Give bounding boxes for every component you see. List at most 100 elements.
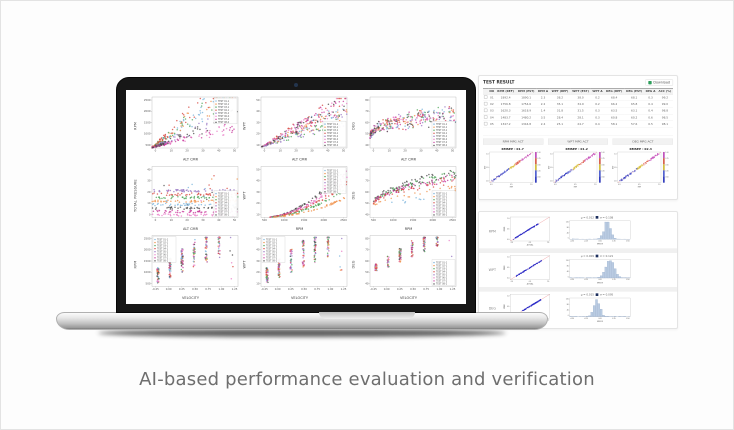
- svg-text:0.5: 0.5: [638, 184, 640, 186]
- svg-text:TEST 05-2: TEST 05-2: [218, 112, 230, 115]
- svg-text:0.5: 0.5: [507, 306, 509, 308]
- mini-plots-row: RMSEP : 01.7 0.0 0.5 1.0 0.0 0.5 1.0 EST REF 1.00…: [483, 147, 673, 188]
- download-button[interactable]: Download: [645, 79, 673, 86]
- scatter-plot: -0.25 0.00 0.25 0.50 0.75 1.00 1.25 10 20 30 40 50 T…: [256, 235, 348, 291]
- svg-text:0.0: 0.0: [490, 184, 492, 186]
- table-cell: 2.4: [536, 120, 550, 128]
- table-cell: 01: [488, 94, 496, 101]
- svg-text:1.0: 1.0: [507, 218, 509, 220]
- svg-text:0.75: 0.75: [314, 287, 320, 291]
- svg-text:0.25: 0.25: [665, 170, 668, 172]
- svg-text:0.0: 0.0: [511, 242, 513, 244]
- svg-text:0.5: 0.5: [529, 242, 531, 244]
- svg-text:TEST 03-1: TEST 03-1: [157, 245, 169, 248]
- svg-text:1.0: 1.0: [614, 153, 616, 155]
- svg-text:40: 40: [256, 179, 260, 183]
- table-cell: 24.7: [570, 120, 591, 128]
- table-header-cell: ACC (%): [656, 88, 673, 95]
- svg-text:0.25: 0.25: [612, 318, 615, 320]
- svg-text:TEST 01-1: TEST 01-1: [266, 238, 278, 241]
- svg-text:TEST 05-2: TEST 05-2: [436, 204, 448, 207]
- svg-text:RMSEP : 01.7: RMSEP : 01.7: [502, 147, 524, 151]
- svg-text:1.0: 1.0: [550, 153, 552, 155]
- svg-text:2500: 2500: [144, 237, 151, 241]
- histogram-mean-label: μ = 0.012: [580, 215, 594, 219]
- svg-text:60: 60: [365, 190, 369, 194]
- svg-text:0.0: 0.0: [507, 239, 509, 241]
- table-cell: 0.3: [644, 94, 657, 101]
- svg-text:0.5: 0.5: [507, 229, 509, 231]
- checkbox-icon[interactable]: [483, 115, 488, 119]
- x-axis-label: ALT CMR: [400, 157, 417, 162]
- laptop-base: [56, 312, 548, 330]
- scatter-plot: -0.25 0.00 0.25 0.50 0.75 1.00 1.25 500 1000 1500…: [144, 235, 239, 291]
- table-cell: 0.2: [590, 94, 605, 101]
- svg-text:ERROR: ERROR: [597, 244, 604, 246]
- svg-text:0: 0: [155, 149, 157, 153]
- error-histogram-block: μ = 0.012 σ = 0.108 -0.50 -0.25 0.00 0.25 0.50…: [562, 215, 633, 247]
- svg-text:1.00: 1.00: [601, 152, 604, 154]
- table-cell: 1756.8: [495, 100, 516, 108]
- svg-text:1.00: 1.00: [436, 287, 442, 291]
- svg-text:0: 0: [155, 218, 157, 222]
- svg-text:50: 50: [342, 149, 346, 153]
- svg-text:50: 50: [365, 201, 369, 205]
- metric-strip-label: RPM MPG ACT: [482, 138, 544, 145]
- svg-text:0: 0: [568, 276, 569, 278]
- table-row[interactable]: 01 1892.4 1890.1 2.3 38.2 38.0 0.2 68.4 68.1 0.3 9…: [482, 94, 673, 101]
- svg-text:20: 20: [185, 218, 189, 222]
- svg-text:30: 30: [147, 179, 151, 183]
- svg-text:2000: 2000: [320, 218, 327, 222]
- table-header-cell: [482, 88, 489, 95]
- svg-text:500: 500: [371, 218, 376, 222]
- svg-text:40: 40: [567, 310, 569, 312]
- table-row[interactable]: 03 1620.3 1618.9 1.4 31.8 31.5 0.3 63.5 63.1 0.4 9…: [482, 107, 673, 115]
- svg-text:1.0: 1.0: [547, 242, 549, 244]
- row-separator: [479, 248, 677, 253]
- svg-text:1.25: 1.25: [232, 287, 238, 291]
- svg-text:TEST 05-2: TEST 05-2: [266, 251, 278, 254]
- scatter-plot-cell: WPT 500 1000 1500 2000 2500 10 20 30 40 50 TEST 01-…: [242, 163, 351, 232]
- table-cell: 60.8: [604, 114, 625, 121]
- svg-text:50: 50: [365, 270, 369, 274]
- error-histogram-block: μ = 0.015 σ = 0.095 -0.50 -0.25 0.00 0.25 0.50…: [562, 293, 633, 325]
- checkbox-icon[interactable]: [483, 95, 488, 99]
- svg-text:1.00: 1.00: [327, 287, 333, 291]
- table-header-cell: RPM (REF): [495, 88, 516, 95]
- y-axis-label: DEG: [351, 260, 356, 269]
- mini-scatter-plot: RMSEP : 02.4 0.0 0.5 1.0 0.0 0.5 1.0 EST REF 1.00…: [612, 147, 668, 188]
- svg-text:20: 20: [256, 270, 260, 274]
- svg-text:20: 20: [185, 149, 189, 153]
- svg-text:TEST 04-1: TEST 04-1: [327, 178, 339, 181]
- svg-text:0.25: 0.25: [179, 287, 185, 291]
- svg-text:TEST 07-2: TEST 07-2: [327, 187, 339, 190]
- table-row[interactable]: 05 1347.2 1344.8 2.4 25.1 24.7 0.4 58.1 57.6 0.5 9…: [482, 120, 673, 128]
- svg-text:30: 30: [201, 149, 205, 153]
- checkbox-icon[interactable]: [483, 108, 488, 112]
- svg-text:0.5: 0.5: [486, 167, 488, 169]
- svg-text:RMSEP : 02.4: RMSEP : 02.4: [630, 147, 652, 151]
- table-cell: 25.1: [549, 120, 571, 128]
- table-row[interactable]: 02 1756.8 1754.6 2.2 35.1 34.9 0.2 66.2 65.8 0.4 9…: [482, 100, 673, 108]
- table-cell: 66.2: [604, 100, 625, 108]
- table-cell: [549, 127, 571, 136]
- table-row[interactable]: 04 1483.7 1480.2 3.5 28.4 28.1 0.3 60.8 60.2 0.6 9…: [482, 114, 673, 121]
- download-button-label: Download: [653, 80, 670, 85]
- checkbox-icon[interactable]: [483, 121, 488, 126]
- x-axis-label: RPM: [404, 226, 413, 231]
- svg-text:TEST 08-2: TEST 08-2: [218, 121, 230, 124]
- table-cell: 02: [488, 100, 496, 108]
- table-cell: 1892.4: [495, 94, 516, 101]
- svg-text:10: 10: [256, 143, 260, 147]
- checkbox-icon[interactable]: [483, 101, 488, 106]
- mini-plot: RMSEP : 01.7 0.0 0.5 1.0 0.0 0.5 1.0 EST REF 1.00…: [483, 147, 542, 188]
- svg-text:TEST 06-2: TEST 06-2: [436, 277, 448, 280]
- table-header-cell: NO: [488, 88, 496, 95]
- svg-text:1.0: 1.0: [658, 184, 660, 186]
- svg-text:REF: REF: [574, 186, 577, 188]
- svg-text:10: 10: [170, 218, 174, 222]
